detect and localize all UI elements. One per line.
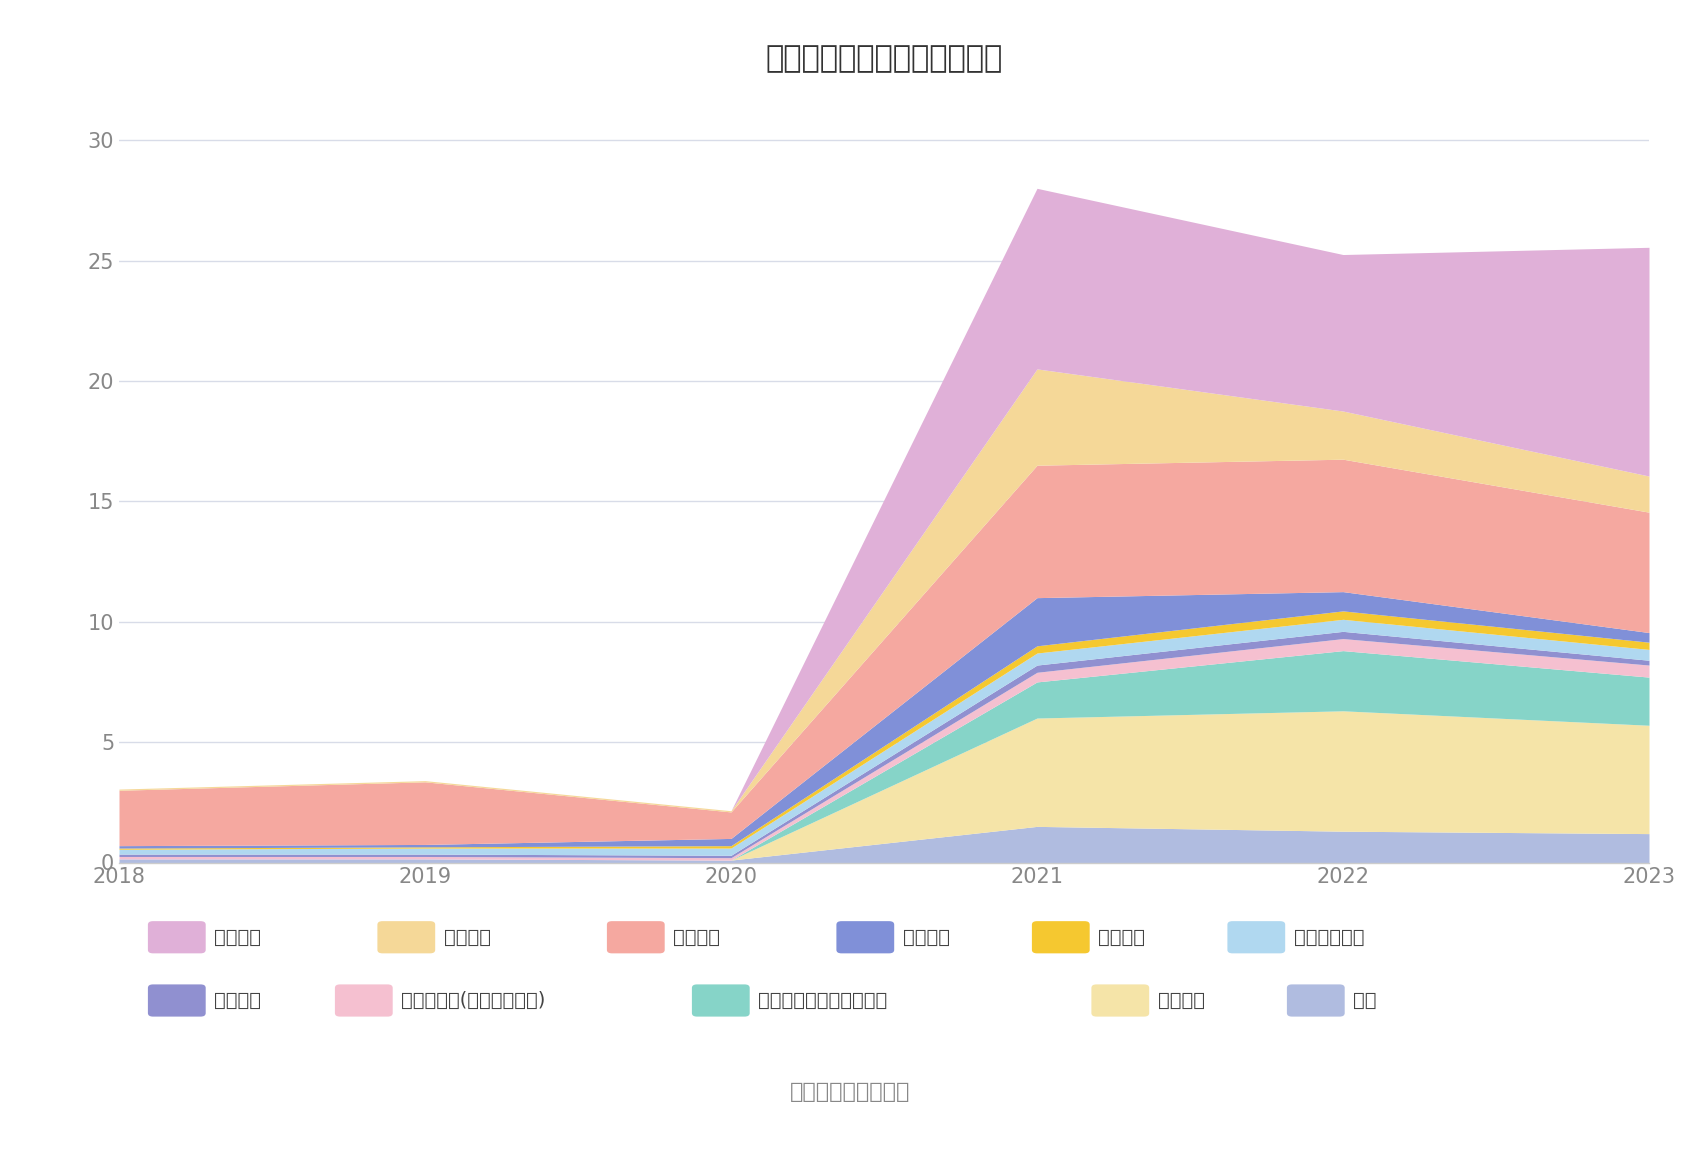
Text: 其他应付款(含利息和股利): 其他应付款(含利息和股利) <box>401 991 546 1010</box>
Text: 其它: 其它 <box>1353 991 1377 1010</box>
Text: 长期借款: 长期借款 <box>1158 991 1205 1010</box>
Text: 合同负债: 合同负债 <box>1098 928 1146 946</box>
Title: 历年主要负债堆积图（亿元）: 历年主要负债堆积图（亿元） <box>765 44 1003 72</box>
Text: 数据来源：恒生聚源: 数据来源：恒生聚源 <box>790 1082 910 1103</box>
Text: 应付账款: 应付账款 <box>673 928 721 946</box>
Text: 应交税费: 应交税费 <box>214 991 262 1010</box>
Text: 应付票据: 应付票据 <box>444 928 491 946</box>
Text: 短期借款: 短期借款 <box>214 928 262 946</box>
Text: 应付职工薪酬: 应付职工薪酬 <box>1294 928 1363 946</box>
Text: 一年内到期的非流动负债: 一年内到期的非流动负债 <box>758 991 887 1010</box>
Text: 预收款项: 预收款项 <box>903 928 950 946</box>
